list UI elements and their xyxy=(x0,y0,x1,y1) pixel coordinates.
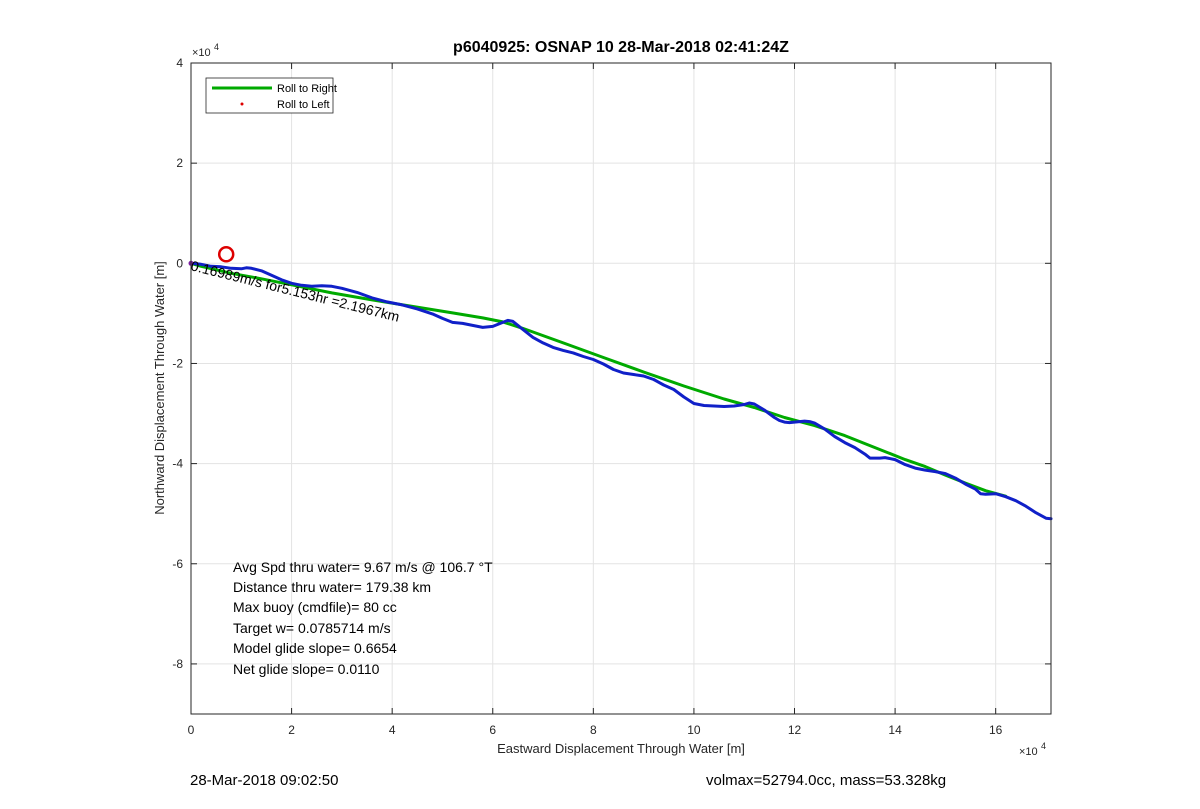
legend-swatch-roll-left xyxy=(240,102,244,106)
y-tick-label: -8 xyxy=(172,657,183,671)
y-ticks: 4 2 0 -2 -4 -6 -8 xyxy=(172,56,1051,671)
segment-annotation: 0.16989m/s for5.153hr =2.1967km xyxy=(189,257,401,324)
y-tick-label: -2 xyxy=(172,356,183,370)
y-tick-label: 0 xyxy=(176,256,183,270)
legend-label-roll-left: Roll to Left xyxy=(277,99,330,111)
y-axis-label: Northward Displacement Through Water [m] xyxy=(152,261,167,515)
x-tick-label: 4 xyxy=(389,723,396,737)
y-tick-label: 2 xyxy=(176,156,183,170)
grid xyxy=(190,62,1051,714)
legend-box xyxy=(205,77,334,114)
x-tick-label: 14 xyxy=(888,723,902,737)
series-line-track xyxy=(189,261,1053,521)
x-ticks: 0 2 4 6 8 10 12 14 16 xyxy=(188,63,1003,737)
series-line-roll-right xyxy=(189,261,1008,498)
stat-model-glide: Model glide slope= 0.6654 xyxy=(233,640,397,656)
stat-net-glide: Net glide slope= 0.0110 xyxy=(233,661,380,677)
x-tick-label: 10 xyxy=(687,723,701,737)
y-tick-label: -6 xyxy=(172,557,183,571)
chart-title: p6040925: OSNAP 10 28-Mar-2018 02:41:24Z xyxy=(453,39,789,56)
y-tick-label: 4 xyxy=(176,56,183,70)
stats-block: Avg Spd thru water= 9.67 m/s @ 106.7 °T … xyxy=(233,559,493,677)
legend: Roll to Right Roll to Left xyxy=(205,77,337,114)
y-tick-label: -4 xyxy=(172,457,183,471)
x-axis-label: Eastward Displacement Through Water [m] xyxy=(497,741,745,756)
stat-avg-speed: Avg Spd thru water= 9.67 m/s @ 106.7 °T xyxy=(233,559,493,575)
stat-target-w: Target w= 0.0785714 m/s xyxy=(233,620,391,636)
series-layer xyxy=(189,261,1053,521)
x-tick-label: 16 xyxy=(989,723,1003,737)
x-exponent-power: 4 xyxy=(1041,741,1046,751)
x-tick-label: 2 xyxy=(288,723,295,737)
x-tick-label: 6 xyxy=(489,723,496,737)
stat-max-buoy: Max buoy (cmdfile)= 80 cc xyxy=(233,599,397,615)
axes-box xyxy=(190,62,1052,715)
y-exponent-base: ×10 xyxy=(192,47,211,59)
footer-timestamp: 28-Mar-2018 09:02:50 xyxy=(190,772,339,789)
x-tick-label: 0 xyxy=(188,723,195,737)
y-exponent-power: 4 xyxy=(214,42,219,52)
footer-vol-mass: volmax=52794.0cc, mass=53.328kg xyxy=(706,772,947,789)
stat-distance: Distance thru water= 179.38 km xyxy=(233,579,431,595)
start-marker xyxy=(217,246,235,263)
x-exponent-base: ×10 xyxy=(1019,746,1038,758)
x-tick-label: 12 xyxy=(788,723,802,737)
legend-label-roll-right: Roll to Right xyxy=(277,83,337,95)
x-tick-label: 8 xyxy=(590,723,597,737)
